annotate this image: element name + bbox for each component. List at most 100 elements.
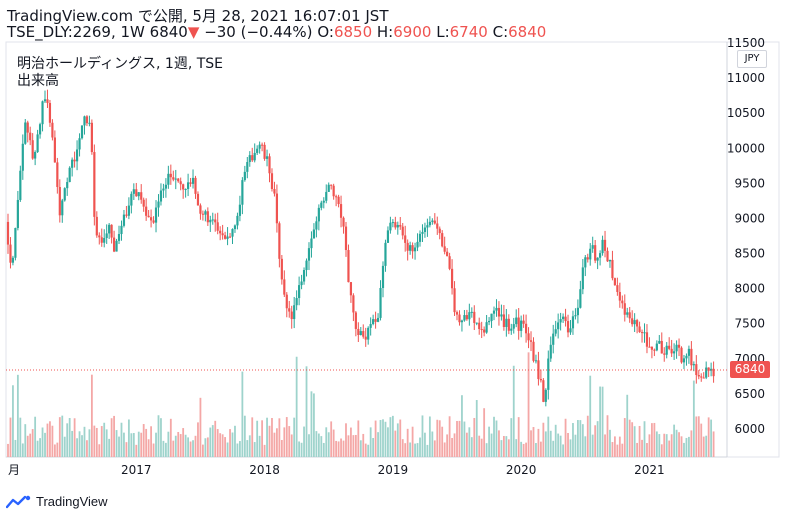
time-tick-label: 2019 [378, 463, 409, 477]
candle-body [522, 320, 525, 324]
volume-bar [19, 417, 22, 457]
volume-bar [132, 433, 135, 457]
candle-body [228, 236, 232, 238]
candle-body [88, 122, 91, 124]
volume-bar [668, 440, 671, 457]
volume-bar [421, 415, 424, 457]
candle-body [290, 311, 293, 320]
candle-body [268, 156, 271, 174]
volume-bar [680, 436, 683, 457]
volume-bar [179, 434, 182, 457]
candle-body [450, 268, 454, 289]
volume-bar [643, 421, 646, 457]
candle-body [423, 227, 427, 232]
price-tick-label: 8500 [734, 247, 765, 261]
candle-body [705, 367, 708, 378]
volume-bar [164, 442, 167, 457]
volume-bar [221, 434, 224, 457]
volume-bar [137, 431, 140, 457]
volume-bar [192, 440, 194, 457]
volume-bar [636, 442, 639, 457]
candle-body [80, 125, 84, 139]
tradingview-logo-text: TradingView [36, 494, 108, 509]
volume-bar [606, 415, 609, 457]
candle-body [174, 178, 177, 180]
volume-bar [572, 423, 574, 457]
volume-bar [485, 443, 488, 457]
candle-body [569, 328, 572, 333]
volume-bar [394, 430, 397, 457]
volume-bar [187, 437, 189, 457]
candle-body [460, 320, 464, 323]
candle-body [549, 344, 552, 359]
volume-bar [502, 435, 505, 457]
volume-bar [229, 429, 231, 457]
candle-body [214, 219, 217, 223]
volume-bar [288, 426, 291, 457]
volume-bar [359, 440, 362, 457]
volume-bar [53, 444, 56, 457]
candle-body [478, 322, 481, 330]
candle-body [347, 250, 350, 283]
volume-bar [197, 422, 199, 457]
currency-badge[interactable]: JPY [737, 50, 767, 68]
current-price-label: 6840 [730, 361, 770, 379]
candle-body [135, 189, 138, 197]
volume-bar [446, 434, 449, 457]
volume-bar [36, 440, 39, 457]
price-tick-label: 10000 [727, 141, 765, 155]
candle-body [130, 193, 133, 206]
volume-bar [263, 444, 266, 457]
candle-body [246, 162, 249, 172]
volume-bar [414, 443, 416, 457]
candle-body [534, 360, 538, 362]
volume-bar [505, 436, 508, 457]
candle-body [700, 376, 703, 378]
candle-body [216, 222, 219, 231]
volume-bar [357, 420, 360, 457]
volume-label: 出来高 [17, 73, 59, 89]
volume-bar [204, 438, 207, 457]
candle-body [537, 360, 540, 380]
volume-bar [182, 428, 185, 457]
volume-bar [473, 417, 476, 457]
candle-body [487, 320, 491, 323]
volume-bar [209, 427, 212, 457]
candle-body [404, 235, 407, 243]
candle-body [16, 199, 19, 229]
candle-body [660, 340, 663, 354]
volume-bar [100, 426, 103, 457]
candle-body [283, 279, 286, 295]
volume-bar [320, 436, 323, 457]
volume-bar [396, 423, 399, 457]
candle-body [638, 326, 641, 333]
volume-bar [507, 439, 510, 457]
candle-body [320, 202, 323, 208]
volume-bar [574, 434, 577, 457]
candle-body [21, 143, 24, 171]
candle-body [621, 300, 624, 304]
candle-body [606, 250, 609, 262]
volume-bar [692, 380, 695, 457]
candle-body [591, 245, 594, 249]
candle-body [668, 345, 671, 349]
candle-body [354, 312, 357, 329]
tradingview-logo[interactable]: TradingView [6, 494, 108, 509]
volume-bar [530, 430, 532, 457]
candle-body [261, 144, 264, 146]
candle-body [571, 316, 575, 329]
candle-body [463, 315, 466, 321]
candle-body [475, 322, 478, 324]
volume-bar [177, 431, 180, 457]
volume-bar [317, 433, 320, 457]
candle-body [443, 246, 446, 252]
candle-body [317, 207, 320, 222]
volume-bar [118, 436, 120, 457]
candle-body [78, 138, 81, 150]
volume-bar [700, 423, 703, 457]
candle-body [653, 349, 656, 351]
candle-body [374, 319, 377, 322]
volume-bar [140, 432, 143, 457]
candle-body [71, 159, 74, 168]
